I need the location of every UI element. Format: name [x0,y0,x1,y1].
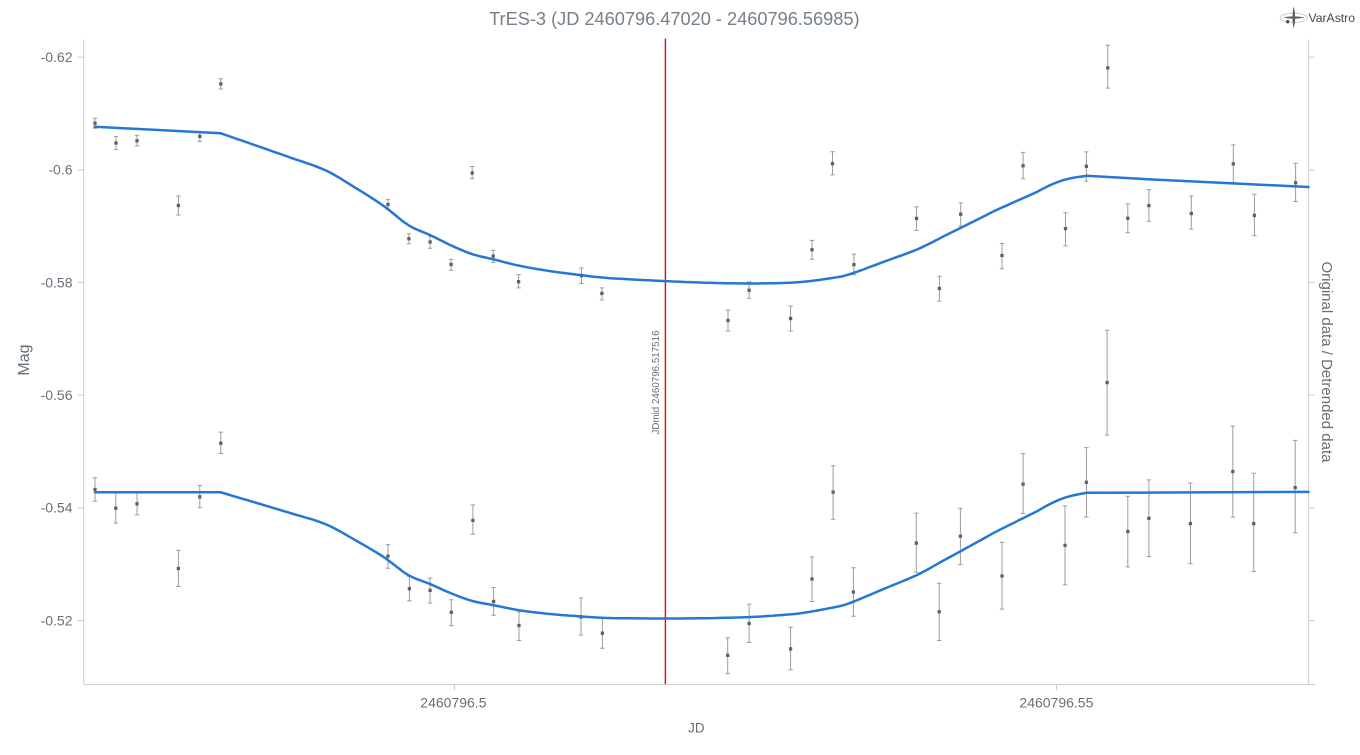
svg-text:-0.58: -0.58 [41,274,73,290]
svg-text:-0.6: -0.6 [48,162,72,178]
svg-text:-0.52: -0.52 [41,612,73,628]
svg-text:-0.54: -0.54 [41,500,73,516]
svg-text:Mag: Mag [16,344,33,375]
svg-text:-0.62: -0.62 [41,49,73,65]
svg-text:JDmid 2460796.517516: JDmid 2460796.517516 [651,330,662,435]
svg-text:VarAstro: VarAstro [1309,11,1356,25]
svg-text:2460796.5: 2460796.5 [420,695,486,711]
svg-text:JD: JD [688,721,705,736]
svg-text:-0.56: -0.56 [41,387,73,403]
svg-text:2460796.55: 2460796.55 [1019,695,1093,711]
svg-text:Original data / Detrended data: Original data / Detrended data [1318,262,1335,464]
svg-text:TrES-3 (JD 2460796.47020 - 246: TrES-3 (JD 2460796.47020 - 2460796.56985… [489,9,859,29]
